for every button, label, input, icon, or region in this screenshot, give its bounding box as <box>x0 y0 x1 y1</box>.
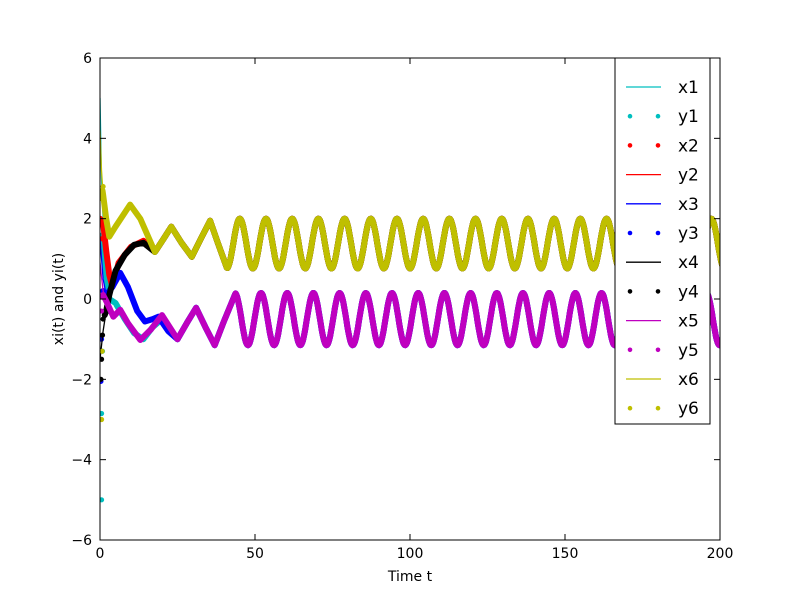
y-tick-label: 0 <box>83 292 92 308</box>
x-tick-label: 200 <box>707 546 734 562</box>
legend-label-y4: y4 <box>678 282 699 302</box>
legend: x1 y1 x2 y2 x3 y3 x4 y4 x5 y5 x6 y6 <box>614 57 711 425</box>
point-y6 <box>100 183 106 190</box>
legend-marker-y3 <box>655 230 661 236</box>
y-tick-label: 6 <box>83 51 92 67</box>
y-tick-label: 4 <box>83 131 92 147</box>
legend-label-y2: y2 <box>678 166 699 186</box>
point-y5 <box>100 308 105 314</box>
point-y5 <box>100 294 104 300</box>
x-axis-label: Time t <box>387 569 433 585</box>
legend-label-x1: x1 <box>678 78 699 98</box>
x-tick-label: 50 <box>246 546 264 562</box>
y-tick-label: −4 <box>71 453 92 469</box>
ticks: 0 50 100 150 200 −6 −4 −2 0 2 4 6 <box>71 51 733 562</box>
legend-label-y6: y6 <box>678 399 699 419</box>
y-tick-label: −6 <box>71 533 92 549</box>
legend-label-y3: y3 <box>678 224 699 244</box>
point-y1 <box>100 497 105 503</box>
point-y6 <box>100 416 105 423</box>
point-y1 <box>100 410 105 417</box>
y-tick-label: −2 <box>71 372 92 388</box>
x-tick-label: 150 <box>552 546 579 562</box>
legend-label-x4: x4 <box>678 253 699 273</box>
x-tick-label: 100 <box>397 546 424 562</box>
legend-marker-x2 <box>627 143 633 148</box>
legend-marker-y4 <box>627 289 633 294</box>
point-x2 <box>100 236 105 242</box>
legend-marker-y6 <box>627 405 633 411</box>
legend-box <box>614 57 711 425</box>
legend-label-x2: x2 <box>678 136 699 156</box>
legend-label-y5: y5 <box>678 341 699 361</box>
point-y4 <box>100 356 105 362</box>
legend-marker-x2 <box>655 143 661 148</box>
legend-marker-y1 <box>627 113 633 119</box>
point-y6 <box>100 195 105 202</box>
legend-marker-y4 <box>655 289 661 294</box>
legend-label-x6: x6 <box>678 370 699 390</box>
legend-label-x5: x5 <box>678 312 699 332</box>
legend-label-x3: x3 <box>678 195 699 215</box>
x-tick-label: 0 <box>96 546 105 562</box>
point-y6 <box>100 348 105 354</box>
point-y4 <box>100 332 106 338</box>
y-tick-label: 2 <box>83 212 92 228</box>
legend-marker-y6 <box>655 405 661 411</box>
legend-marker-y5 <box>655 347 661 353</box>
legend-marker-y1 <box>655 113 661 119</box>
y-axis-label: xi(t) and yi(t) <box>51 253 67 345</box>
legend-marker-y3 <box>627 230 633 236</box>
point-y4 <box>100 316 106 322</box>
legend-marker-y5 <box>627 347 633 353</box>
legend-label-y1: y1 <box>678 107 699 127</box>
